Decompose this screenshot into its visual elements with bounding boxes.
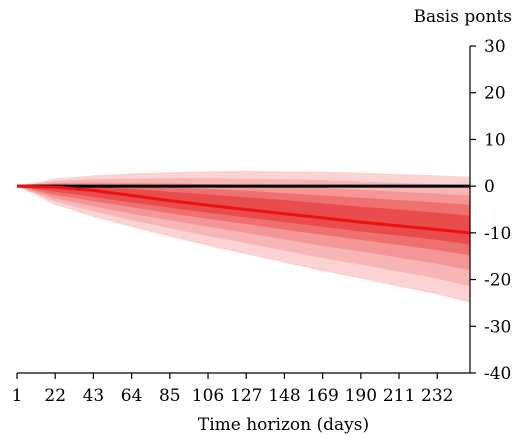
x-axis-title: Time horizon (days) — [198, 415, 369, 435]
y-tick-label: 10 — [484, 130, 506, 150]
median-line-group — [16, 184, 471, 235]
y-axis-ticks: 30 20 10 0 -10 -20 -30 -40 — [470, 37, 511, 384]
fan-band-5 — [17, 185, 470, 245]
x-tick-label: 190 — [345, 386, 377, 406]
y-tick-label: -10 — [484, 224, 511, 244]
x-axis-ticks: 1 22 43 64 85 106 127 148 169 190 211 232 — [12, 373, 453, 406]
x-tick-label: 169 — [306, 386, 338, 406]
x-tick-label: 1 — [12, 386, 23, 406]
y-tick-label: 0 — [484, 177, 495, 197]
x-tick-label: 211 — [383, 386, 415, 406]
x-tick-label: 148 — [268, 386, 300, 406]
fan-bands — [17, 170, 470, 303]
x-tick-label: 85 — [159, 386, 181, 406]
median-line — [16, 184, 471, 235]
x-tick-label: 106 — [192, 386, 224, 406]
x-tick-label: 64 — [121, 386, 143, 406]
x-tick-label: 43 — [83, 386, 105, 406]
axes — [17, 46, 471, 374]
x-tick-label: 232 — [421, 386, 453, 406]
y-tick-label: 20 — [484, 84, 506, 104]
y-tick-label: -20 — [484, 271, 511, 291]
y-tick-label: 30 — [484, 37, 506, 57]
y-tick-label: -30 — [484, 317, 511, 337]
y-axis-title: Basis ponts — [413, 7, 512, 27]
x-tick-label: 22 — [44, 386, 66, 406]
x-tick-label: 127 — [230, 386, 262, 406]
y-tick-label: -40 — [484, 364, 511, 384]
